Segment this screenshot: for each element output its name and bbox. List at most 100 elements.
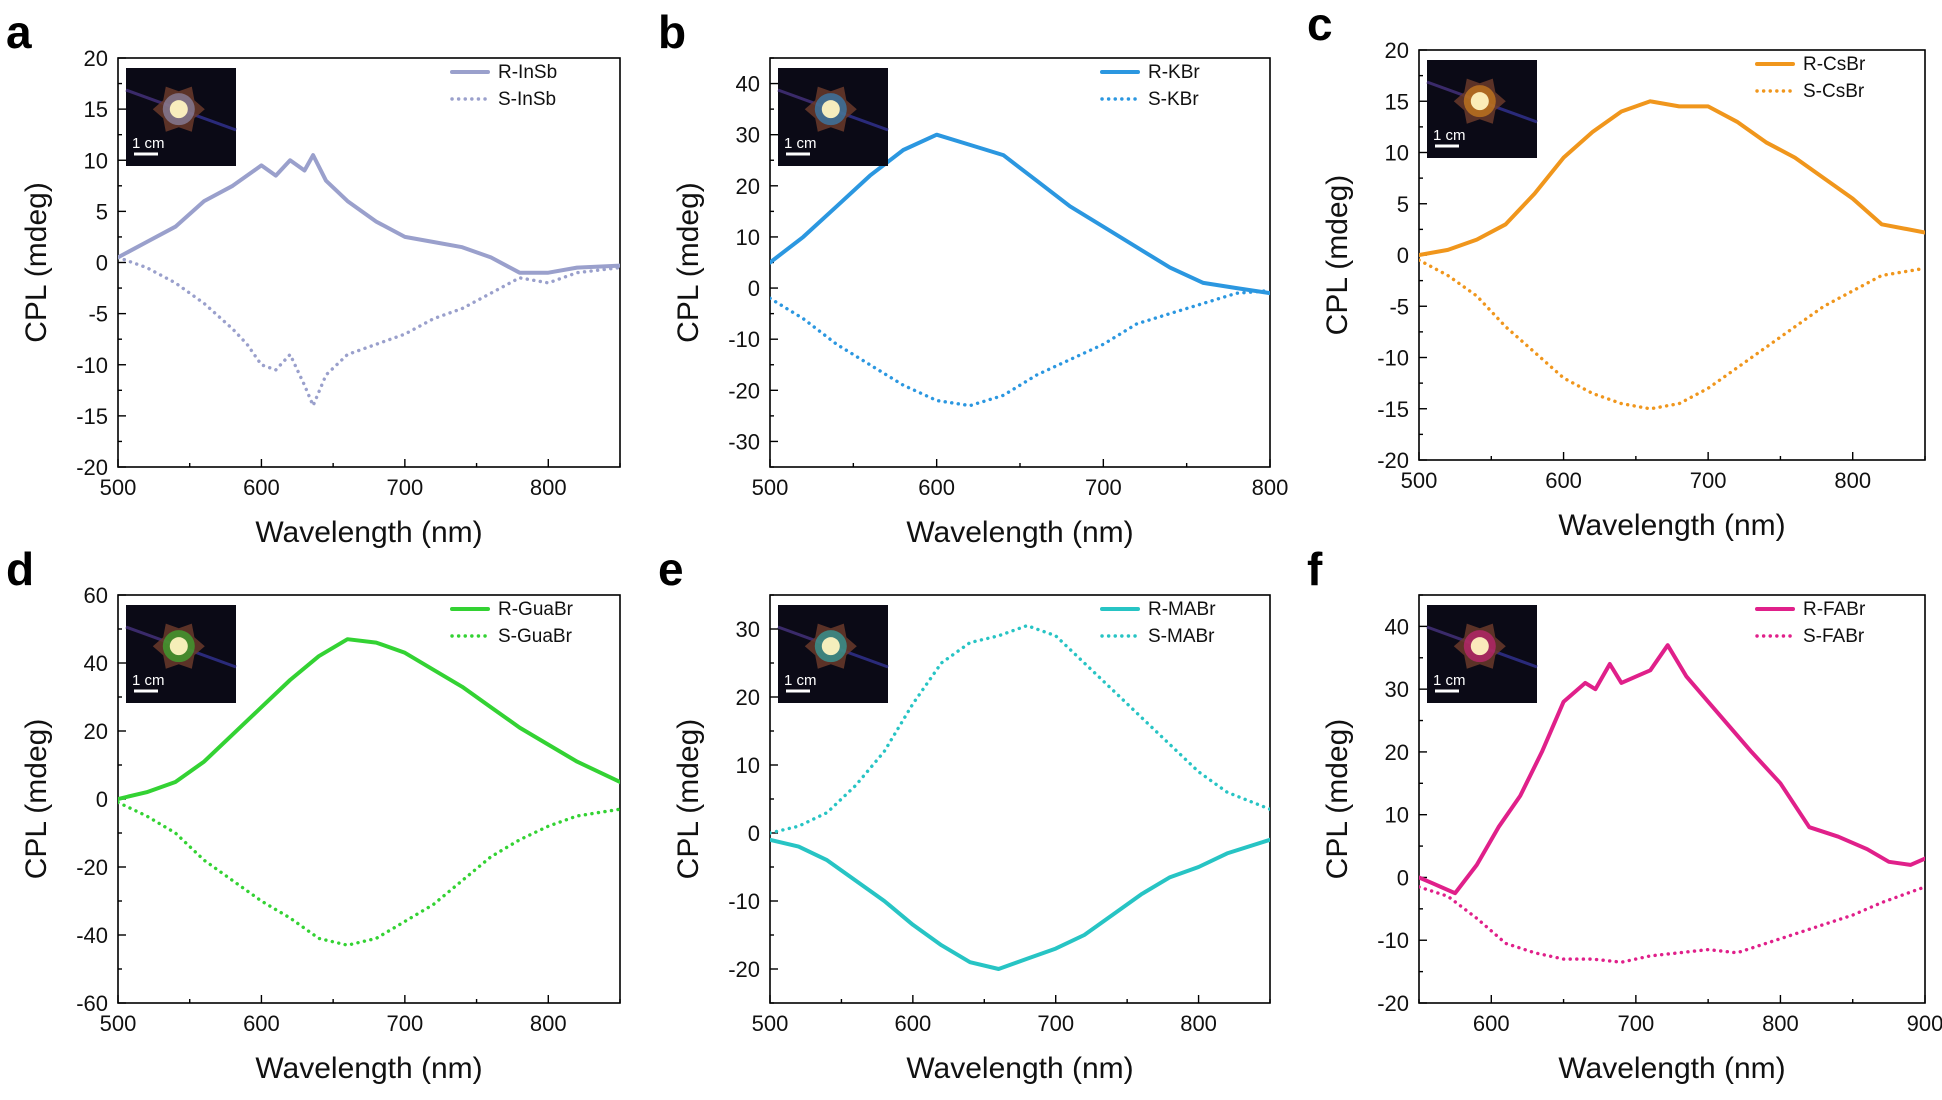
legend-label: R-KBr [1148, 62, 1200, 83]
panel-c: c 500 600 700 800 -20 -15 -10 -5 0 5 10 15 20 Waveleng… [1307, 0, 1926, 542]
legend-label: S-FABr [1803, 626, 1865, 647]
series-line-S-InSb [118, 255, 620, 408]
y-tick-label: -10 [1377, 928, 1409, 953]
legend-label: R-CsBr [1803, 54, 1866, 75]
x-tick-label: 500 [752, 1011, 789, 1036]
x-tick-label: 900 [1907, 1011, 1942, 1036]
x-tick-label: 800 [1252, 475, 1289, 500]
series-line-R-MABr [770, 837, 1270, 971]
x-tick-label: 800 [1834, 468, 1871, 493]
x-tick-label: 800 [1180, 1011, 1217, 1036]
inset-photo: 1 cm [1426, 60, 1538, 158]
scale-bar-label: 1 cm [132, 135, 165, 152]
y-tick-label: 30 [736, 617, 760, 642]
y-axis-label: CPL (mdeg) [20, 182, 53, 343]
plot-frame [1418, 594, 1926, 1004]
panel-letter-f: f [1307, 543, 1323, 595]
x-axis-label: Wavelength (nm) [1558, 509, 1785, 542]
scale-bar-label: 1 cm [1433, 127, 1466, 144]
x-tick-label: 700 [386, 1011, 423, 1036]
y-tick-label: -20 [76, 455, 108, 480]
series-line-R-GuaBr [118, 637, 620, 801]
y-axis-label: CPL (mdeg) [20, 719, 53, 880]
series-line-S-CsBr [1419, 258, 1925, 411]
panel-a: a 500 600 700 800 -20 -15 -10 -5 0 5 10 15 20 Waveleng… [6, 6, 621, 549]
x-tick-label: 700 [1690, 468, 1727, 493]
x-axis-label: Wavelength (nm) [1558, 1052, 1785, 1085]
inset-photo: 1 cm [777, 605, 889, 703]
series-line-R-InSb [118, 153, 620, 275]
y-tick-label: -10 [728, 889, 760, 914]
x-tick-label: 600 [1545, 468, 1582, 493]
x-tick-label: 500 [100, 1011, 137, 1036]
x-tick-label: 700 [386, 475, 423, 500]
y-tick-label: -5 [1389, 294, 1409, 319]
x-tick-label: 800 [530, 1011, 567, 1036]
y-tick-label: -20 [76, 855, 108, 880]
scale-bar-label: 1 cm [784, 672, 817, 689]
y-tick-label: -30 [728, 429, 760, 454]
legend-label: R-InSb [498, 62, 557, 83]
legend-label: R-MABr [1148, 599, 1216, 620]
y-tick-label: 10 [736, 225, 760, 250]
y-axis-label: CPL (mdeg) [1321, 175, 1354, 336]
scale-bar-label: 1 cm [784, 135, 817, 152]
legend-label: S-InSb [498, 89, 556, 110]
x-tick-label: 600 [894, 1011, 931, 1036]
y-tick-label: 15 [84, 97, 108, 122]
scale-bar-label: 1 cm [1433, 672, 1466, 689]
y-tick-label: 40 [736, 72, 760, 97]
y-tick-label: -5 [88, 302, 108, 327]
x-tick-label: 500 [752, 475, 789, 500]
series-line-S-KBr [770, 288, 1270, 408]
y-tick-label: 60 [84, 583, 108, 608]
y-axis-label: CPL (mdeg) [672, 719, 705, 880]
y-tick-label: 15 [1385, 89, 1409, 114]
series-line-R-KBr [770, 132, 1270, 296]
y-tick-label: 5 [1397, 192, 1409, 217]
y-tick-label: 0 [748, 276, 760, 301]
x-axis-label: Wavelength (nm) [255, 1052, 482, 1085]
x-tick-label: 700 [1037, 1011, 1074, 1036]
y-tick-label: -10 [76, 353, 108, 378]
y-tick-label: 20 [736, 174, 760, 199]
y-tick-label: -20 [728, 378, 760, 403]
y-tick-label: 0 [1397, 243, 1409, 268]
series-line-S-FABr [1419, 885, 1925, 964]
x-tick-label: 800 [530, 475, 567, 500]
y-tick-label: 30 [736, 123, 760, 148]
inset-photo: 1 cm [125, 68, 237, 166]
y-tick-label: -15 [1377, 397, 1409, 422]
panel-e: e 500 600 700 800 -20 -10 0 10 20 30 Wavelength (nm… [658, 543, 1271, 1085]
x-tick-label: 600 [918, 475, 955, 500]
panel-letter-b: b [658, 6, 686, 58]
legend-label: S-KBr [1148, 89, 1199, 110]
series-line-R-CsBr [1419, 99, 1925, 257]
x-tick-label: 800 [1762, 1011, 1799, 1036]
panel-d: d 500 600 700 800 -60 -40 -20 0 20 40 60 Wavelength … [6, 543, 621, 1085]
y-tick-label: 20 [1385, 740, 1409, 765]
y-tick-label: 10 [736, 753, 760, 778]
y-tick-label: -20 [1377, 448, 1409, 473]
y-tick-label: 40 [84, 651, 108, 676]
x-axis-label: Wavelength (nm) [255, 516, 482, 549]
y-tick-label: 40 [1385, 614, 1409, 639]
y-tick-label: 0 [96, 251, 108, 276]
y-tick-label: 0 [96, 787, 108, 812]
series-line-S-MABr [770, 623, 1270, 835]
y-tick-label: 20 [1385, 38, 1409, 63]
x-tick-label: 600 [1473, 1011, 1510, 1036]
y-axis-label: CPL (mdeg) [672, 182, 705, 343]
y-tick-label: 0 [1397, 865, 1409, 890]
x-tick-label: 700 [1085, 475, 1122, 500]
panel-letter-a: a [6, 6, 32, 58]
y-tick-label: 20 [736, 685, 760, 710]
x-tick-label: 700 [1617, 1011, 1654, 1036]
panel-letter-e: e [658, 543, 684, 595]
y-tick-label: 20 [84, 719, 108, 744]
y-tick-label: -20 [728, 957, 760, 982]
y-axis-label: CPL (mdeg) [1321, 719, 1354, 880]
panel-letter-d: d [6, 543, 34, 595]
